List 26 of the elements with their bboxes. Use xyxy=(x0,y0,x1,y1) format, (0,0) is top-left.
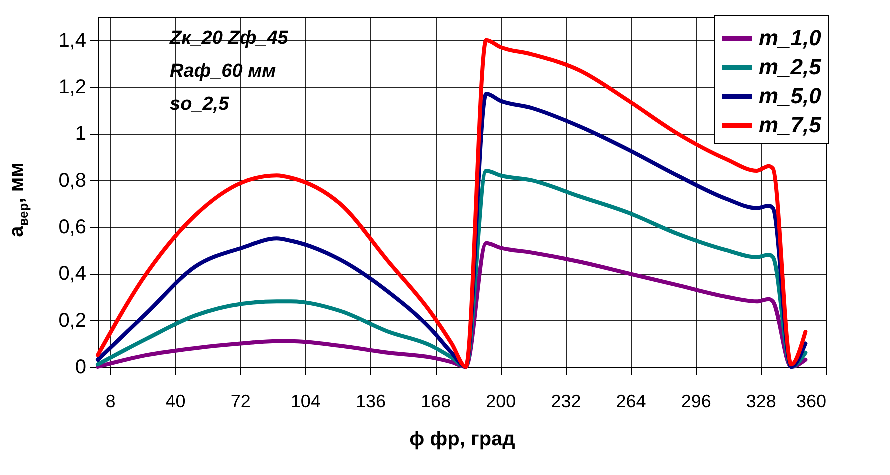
x-tick-label: 264 xyxy=(616,392,646,412)
y-tick-label: 0,4 xyxy=(58,263,86,286)
legend-label: m_1,0 xyxy=(759,26,822,50)
y-tick-label: 1,2 xyxy=(58,76,86,98)
x-tick-label: 72 xyxy=(230,392,251,412)
legend-label: m_2,5 xyxy=(759,54,822,80)
y-tick-label: 1 xyxy=(75,123,86,146)
legend-label: m_5,0 xyxy=(759,84,822,108)
y-tick-label: 0 xyxy=(75,356,86,378)
x-tick-label: 328 xyxy=(746,392,776,412)
y-tick-label: 0,6 xyxy=(58,216,86,238)
x-axis-title: ϕ фр, град xyxy=(410,428,516,450)
x-tick-label: 232 xyxy=(551,392,582,412)
x-tick-label: 360 xyxy=(796,392,826,412)
y-tick-label: 1,4 xyxy=(58,30,86,52)
line-series xyxy=(96,241,808,369)
legend-label: m_7,5 xyxy=(759,112,822,138)
x-tick-label: 168 xyxy=(421,392,452,412)
y-tick-label: 0,8 xyxy=(58,170,86,192)
x-tick-label: 104 xyxy=(290,392,321,412)
x-tick-label: 136 xyxy=(356,392,386,412)
x-tick-label: 200 xyxy=(486,392,516,412)
y-tick-label: 0,2 xyxy=(58,310,86,332)
x-tick-label: 296 xyxy=(681,392,712,412)
x-tick-label: 8 xyxy=(106,392,116,412)
x-tick-label: 40 xyxy=(166,392,186,412)
